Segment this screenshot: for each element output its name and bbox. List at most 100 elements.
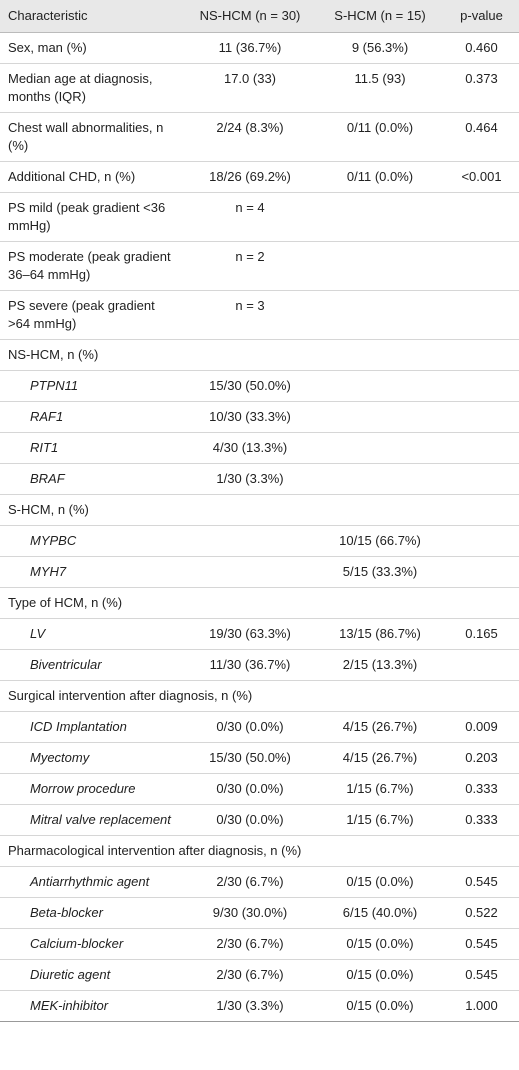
table-cell: Morrow procedure [0,773,184,805]
table-cell: PTPN11 [0,370,184,402]
table-cell: 15/30 (50.0%) [184,742,316,774]
table-cell: 0.522 [444,897,519,929]
group-heading: NS-HCM, n (%) [0,339,519,371]
table-cell: n = 4 [184,192,316,242]
table-row: Antiarrhythmic agent 2/30 (6.7%) 0/15 (0.0… [0,866,519,898]
table-cell: 0.165 [444,618,519,650]
table-cell: 0.464 [444,112,519,162]
table-cell: 11/30 (36.7%) [184,649,316,681]
table-cell: 0.333 [444,773,519,805]
table-cell: Additional CHD, n (%) [0,161,184,193]
table-cell: 18/26 (69.2%) [184,161,316,193]
table-cell: 2/24 (8.3%) [184,112,316,162]
table-row: ICD Implantation 0/30 (0.0%) 4/15 (26.7%) 0… [0,711,519,743]
table-cell: 0.545 [444,866,519,898]
header-cell: p-value [444,0,519,33]
table-cell: MYH7 [0,556,184,588]
group-heading-row: Type of HCM, n (%) [0,587,519,619]
table-row: Diuretic agent 2/30 (6.7%) 0/15 (0.0%) 0.54… [0,959,519,991]
group-heading-row: Surgical intervention after diagnosis, n… [0,680,519,712]
table-row: PS mild (peak gradient <36 mmHg) n = 4 [0,192,519,242]
table-row: Chest wall abnormalities, n (%) 2/24 (8.3… [0,112,519,162]
table-cell: Calcium-blocker [0,928,184,960]
table-row: MYH7 5/15 (33.3%) [0,556,519,588]
table-cell: 0.009 [444,711,519,743]
table-cell: 0.203 [444,742,519,774]
table-cell [316,401,444,433]
table-cell: Diuretic agent [0,959,184,991]
table-cell [316,192,444,242]
table-row: PS moderate (peak gradient 36–64 mmHg) n … [0,241,519,291]
group-heading: Surgical intervention after diagnosis, n… [0,680,519,712]
table-cell: 10/15 (66.7%) [316,525,444,557]
group-heading-row: S-HCM, n (%) [0,494,519,526]
table-cell [444,525,519,557]
table-cell: 0/11 (0.0%) [316,112,444,162]
table-cell: 0.460 [444,32,519,64]
table-cell [444,290,519,340]
table-cell: 10/30 (33.3%) [184,401,316,433]
table-cell: 11 (36.7%) [184,32,316,64]
table-cell: Beta-blocker [0,897,184,929]
table-cell: n = 2 [184,241,316,291]
table-cell: 9 (56.3%) [316,32,444,64]
table-cell: 0/11 (0.0%) [316,161,444,193]
table-cell [444,401,519,433]
table-row: Mitral valve replacement 0/30 (0.0%) 1/15 … [0,804,519,836]
table-cell: RIT1 [0,432,184,464]
table-cell: 2/30 (6.7%) [184,866,316,898]
table-cell: 0.373 [444,63,519,113]
table-cell [316,370,444,402]
table-cell: 6/15 (40.0%) [316,897,444,929]
group-heading: Type of HCM, n (%) [0,587,519,619]
table-cell: 13/15 (86.7%) [316,618,444,650]
table-row: Beta-blocker 9/30 (30.0%) 6/15 (40.0%) 0.52… [0,897,519,929]
table-cell: 4/15 (26.7%) [316,742,444,774]
table-cell: Sex, man (%) [0,32,184,64]
table-cell: Chest wall abnormalities, n (%) [0,112,184,162]
table-cell: n = 3 [184,290,316,340]
table-cell: 4/30 (13.3%) [184,432,316,464]
table-cell: 1/15 (6.7%) [316,773,444,805]
table-cell: MYPBC [0,525,184,557]
table-row: PTPN11 15/30 (50.0%) [0,370,519,402]
table-row: MEK-inhibitor 1/30 (3.3%) 0/15 (0.0%) 1.000 [0,990,519,1022]
table-cell: PS mild (peak gradient <36 mmHg) [0,192,184,242]
table-cell [444,463,519,495]
table-cell: 0/15 (0.0%) [316,990,444,1022]
table-cell: BRAF [0,463,184,495]
table-cell: Mitral valve replacement [0,804,184,836]
table-cell: 0/15 (0.0%) [316,866,444,898]
table-cell: Biventricular [0,649,184,681]
table-cell: 19/30 (63.3%) [184,618,316,650]
table-cell [316,241,444,291]
table-cell [444,556,519,588]
table-cell: PS moderate (peak gradient 36–64 mmHg) [0,241,184,291]
header-cell: NS-HCM (n = 30) [184,0,316,33]
table-cell: 0.545 [444,959,519,991]
table-cell: Myectomy [0,742,184,774]
table-row: MYPBC 10/15 (66.7%) [0,525,519,557]
table-row: Calcium-blocker 2/30 (6.7%) 0/15 (0.0%) 0.5… [0,928,519,960]
table-row: Biventricular 11/30 (36.7%) 2/15 (13.3%) [0,649,519,681]
table-cell: 11.5 (93) [316,63,444,113]
table-cell: 1.000 [444,990,519,1022]
table-cell: 2/15 (13.3%) [316,649,444,681]
table-row: Myectomy 15/30 (50.0%) 4/15 (26.7%) 0.203 [0,742,519,774]
table-cell: 0.333 [444,804,519,836]
table-cell: 1/15 (6.7%) [316,804,444,836]
table-cell: MEK-inhibitor [0,990,184,1022]
header-cell: Characteristic [0,0,184,33]
table-cell: Antiarrhythmic agent [0,866,184,898]
table-cell: LV [0,618,184,650]
table-cell: Median age at diagnosis, months (IQR) [0,63,184,113]
table-cell: 2/30 (6.7%) [184,959,316,991]
header-row: Characteristic NS-HCM (n = 30) S-HCM (n = … [0,0,519,33]
table-cell: RAF1 [0,401,184,433]
table-cell: 1/30 (3.3%) [184,990,316,1022]
table-cell: ICD Implantation [0,711,184,743]
table-cell [184,556,316,588]
table-cell: 2/30 (6.7%) [184,928,316,960]
table-cell [444,241,519,291]
